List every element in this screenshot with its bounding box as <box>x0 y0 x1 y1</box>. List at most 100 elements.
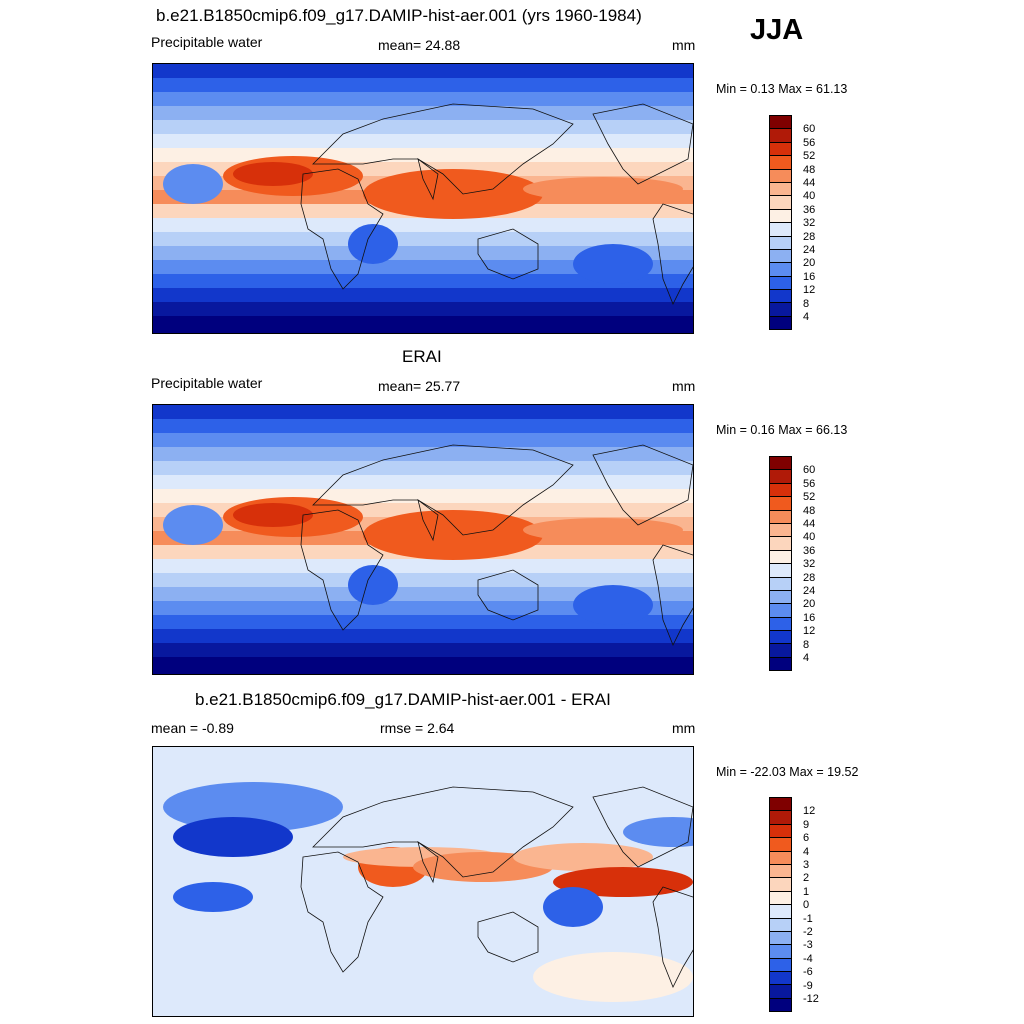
panel-2-minmax: Min = 0.16 Max = 66.13 <box>716 423 848 437</box>
colorbar-swatch <box>769 522 792 538</box>
colorbar-tick-label: 20 <box>803 257 816 270</box>
colorbar-swatch <box>769 823 792 839</box>
colorbar-swatch <box>769 141 792 157</box>
colorbar-swatch <box>769 128 792 143</box>
colorbar-swatch <box>769 589 792 605</box>
panel-3-mean-label: mean = -0.89 <box>151 720 234 736</box>
colorbar-tick-label: 56 <box>803 477 816 490</box>
colorbar-swatch <box>769 863 792 879</box>
colorbar-swatch <box>769 275 792 291</box>
panel-3-minmax: Min = -22.03 Max = 19.52 <box>716 765 859 779</box>
colorbar-tick-label: -2 <box>803 926 813 938</box>
panel-2-mean-label: mean= 25.77 <box>378 378 461 394</box>
colorbar-tick-label: 0 <box>803 899 810 912</box>
colorbar-tick-label: 1 <box>803 885 810 898</box>
colorbar-tick-label: 52 <box>803 150 816 163</box>
colorbar-swatch <box>769 563 792 578</box>
colorbar-swatch <box>769 235 792 250</box>
colorbar-tick-label: 8 <box>803 297 810 310</box>
colorbar-tick-label: 44 <box>803 518 816 530</box>
colorbar-tick-label: -4 <box>803 952 813 965</box>
colorbar-swatch <box>769 944 792 959</box>
colorbar-swatch <box>769 289 792 304</box>
panel-3-map-field <box>153 747 693 1016</box>
colorbar-swatch <box>769 262 792 277</box>
panel-1-map-field <box>153 64 693 333</box>
panel-3-title: b.e21.B1850cmip6.f09_g17.DAMIP-hist-aer.… <box>195 690 611 709</box>
panel-2-title: ERAI <box>402 347 442 366</box>
colorbar-swatch <box>769 850 792 865</box>
colorbar-swatch <box>769 576 792 591</box>
colorbar-tick-label: 12 <box>803 284 816 297</box>
colorbar-swatch <box>769 181 792 197</box>
panel-2-units-label: mm <box>672 378 696 394</box>
colorbar-tick-label: 32 <box>803 558 816 571</box>
colorbar-tick-label: -1 <box>803 912 813 925</box>
colorbar-tick-label: 12 <box>803 625 816 638</box>
colorbar-swatch <box>769 904 792 919</box>
panel-3-units-label: mm <box>672 720 696 736</box>
colorbar-swatch <box>769 890 792 906</box>
colorbar-swatch <box>769 456 792 471</box>
colorbar-tick-label: 16 <box>803 611 816 624</box>
colorbar-tick-label: 48 <box>803 163 816 176</box>
colorbar-tick-label: 4 <box>803 845 810 858</box>
colorbar-tick-label: 36 <box>803 544 816 557</box>
colorbar-tick-label: 6 <box>803 832 810 845</box>
panel-1-minmax: Min = 0.13 Max = 61.13 <box>716 82 848 96</box>
colorbar-swatch <box>769 469 792 484</box>
panel-1-variable-label: Precipitable water <box>151 34 263 50</box>
colorbar-swatch <box>769 957 792 973</box>
colorbar-tick-label: 40 <box>803 531 816 544</box>
colorbar-tick-label: 9 <box>803 818 810 831</box>
colorbar-swatch <box>769 616 792 632</box>
panel-2-map <box>152 404 694 675</box>
colorbar-tick-label: 32 <box>803 217 816 230</box>
colorbar-swatch <box>769 837 792 852</box>
colorbar-swatch <box>769 208 792 224</box>
colorbar-swatch <box>769 155 792 170</box>
colorbar-tick-label: 24 <box>803 244 816 256</box>
colorbar-tick-label: 28 <box>803 571 816 584</box>
colorbar-tick-label: 52 <box>803 491 816 504</box>
colorbar-tick-label: 56 <box>803 136 816 149</box>
colorbar-tick-label: 20 <box>803 598 816 611</box>
colorbar-tick-label: 24 <box>803 585 816 597</box>
colorbar-tick-label: 2 <box>803 872 810 885</box>
colorbar-tick-label: -9 <box>803 979 813 992</box>
colorbar-tick-label: -12 <box>803 993 819 1005</box>
colorbar-swatch <box>769 115 792 130</box>
colorbar-swatch <box>769 195 792 210</box>
panel-3-colorbar: 12 9 6 4 3 2 1 0 -1 -2 -3 -4 -6 -9 -12 <box>769 797 819 1013</box>
colorbar-tick-label: 4 <box>803 311 810 323</box>
panel-1-units-label: mm <box>672 37 696 53</box>
panel-2-map-field <box>153 405 693 674</box>
colorbar-swatch <box>769 603 792 618</box>
panel-2-variable-label: Precipitable water <box>151 375 263 391</box>
colorbar-swatch <box>769 930 792 946</box>
panel-1-mean-label: mean= 24.88 <box>378 37 461 53</box>
colorbar-swatch <box>769 656 792 672</box>
colorbar-tick-label: 8 <box>803 638 810 651</box>
colorbar-swatch <box>769 536 792 551</box>
colorbar-tick-label: 4 <box>803 652 810 664</box>
colorbar-swatch <box>769 496 792 511</box>
panel-1-colorbar: 60 56 52 48 44 40 36 32 28 24 20 16 12 8 4 <box>769 115 815 331</box>
colorbar-tick-label: 48 <box>803 504 816 517</box>
colorbar-swatch <box>769 248 792 264</box>
colorbar-swatch <box>769 984 792 999</box>
colorbar-swatch <box>769 810 792 825</box>
colorbar-swatch <box>769 222 792 237</box>
colorbar-swatch <box>769 971 792 986</box>
colorbar-tick-label: 40 <box>803 190 816 203</box>
colorbar-tick-label: -6 <box>803 966 813 979</box>
colorbar-swatch <box>769 302 792 317</box>
colorbar-swatch <box>769 549 792 565</box>
colorbar-tick-label: -3 <box>803 939 813 952</box>
colorbar-swatch <box>769 877 792 892</box>
colorbar-swatch <box>769 643 792 658</box>
panel-2-colorbar: 60 56 52 48 44 40 36 32 28 24 20 16 12 8 4 <box>769 456 815 672</box>
colorbar-swatch <box>769 509 792 524</box>
colorbar-tick-label: 28 <box>803 230 816 243</box>
panel-3-rmse-label: rmse = 2.64 <box>380 720 455 736</box>
